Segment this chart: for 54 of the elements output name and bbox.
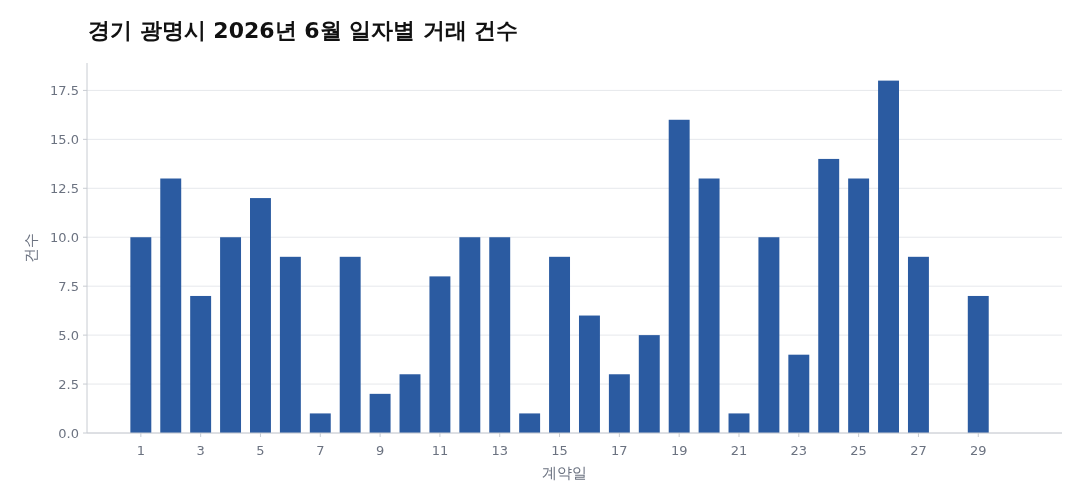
x-tick-label: 17 xyxy=(611,443,628,458)
bar xyxy=(728,413,750,433)
x-tick-label: 15 xyxy=(551,443,568,458)
bar xyxy=(848,178,870,433)
bar xyxy=(519,413,541,433)
bar xyxy=(668,119,690,433)
y-tick-label: 12.5 xyxy=(50,180,79,196)
bar xyxy=(818,158,840,433)
bar xyxy=(549,256,571,433)
x-tick-label: 9 xyxy=(375,443,385,458)
bar xyxy=(578,315,600,433)
y-tick-label: 17.5 xyxy=(50,82,79,98)
x-tick-label: 29 xyxy=(969,443,987,458)
y-tick-label: 0.0 xyxy=(58,425,79,441)
x-tick-label: 23 xyxy=(790,443,808,458)
bar xyxy=(967,295,989,433)
bar xyxy=(758,237,780,433)
y-tick-label: 10.0 xyxy=(50,229,79,245)
bar xyxy=(638,335,660,433)
bar xyxy=(130,237,152,433)
bar xyxy=(878,80,899,433)
bar xyxy=(220,237,242,433)
bar xyxy=(399,374,421,433)
chart-title: 경기 광명시 2026년 6월 일자별 거래 건수 xyxy=(88,18,519,43)
x-tick-label: 5 xyxy=(256,443,265,458)
bar xyxy=(309,413,331,433)
y-axis-title: 건수 xyxy=(22,233,40,263)
x-tick-label: 7 xyxy=(316,443,325,458)
x-tick-label: 27 xyxy=(910,443,927,458)
bar xyxy=(608,374,630,433)
x-tick-label: 13 xyxy=(491,443,508,458)
x-tick-label: 19 xyxy=(670,443,688,458)
x-tick-label: 21 xyxy=(730,443,748,458)
x-tick-label: 25 xyxy=(850,443,867,458)
bar xyxy=(160,178,182,433)
bar xyxy=(489,237,511,433)
bar xyxy=(907,256,929,433)
y-tick-label: 2.5 xyxy=(58,376,79,392)
x-tick-label: 3 xyxy=(196,443,205,458)
y-tick-label: 15.0 xyxy=(50,131,79,147)
bar xyxy=(429,276,451,433)
x-tick-label: 1 xyxy=(136,443,145,458)
bar xyxy=(369,393,391,433)
bar xyxy=(250,198,271,433)
x-tick-label: 11 xyxy=(431,443,449,458)
y-tick-label: 5.0 xyxy=(58,327,79,343)
bar xyxy=(698,178,720,433)
bar xyxy=(190,295,212,433)
bar xyxy=(339,256,361,433)
bar xyxy=(279,256,301,433)
bar xyxy=(788,354,810,433)
y-tick-label: 7.5 xyxy=(58,278,79,294)
bar xyxy=(459,237,481,433)
x-axis-title: 계약일 xyxy=(542,464,587,482)
